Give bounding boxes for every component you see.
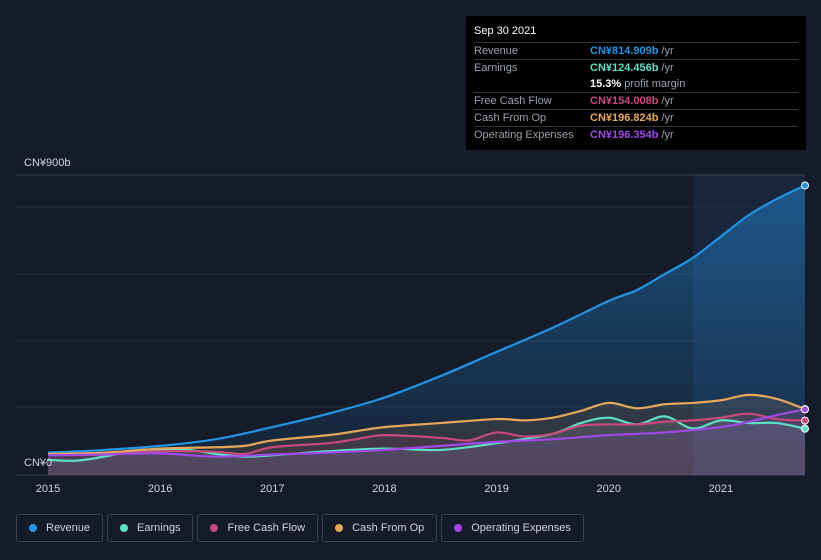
earnings-area	[48, 416, 805, 475]
tooltip-row-value: CN¥196.824b	[590, 112, 659, 124]
x-tick-label: 2016	[148, 483, 172, 495]
x-tick-label: 2018	[372, 483, 396, 495]
tooltip-row-unit: /yr	[661, 129, 674, 141]
series-end-markers	[801, 181, 809, 433]
revenue-end-marker	[801, 181, 809, 190]
y-axis-top-label: CN¥900b	[24, 157, 70, 169]
legend: Revenue Earnings Free Cash Flow Cash From O…	[16, 514, 584, 542]
tooltip-row: Cash From Op CN¥196.824b/yr	[474, 109, 798, 126]
tooltip-row-label: Cash From Op	[474, 112, 547, 124]
tooltip-row-value: 15.3%	[590, 78, 622, 90]
y-axis-zero-label: CN¥0	[24, 457, 52, 469]
tooltip-row-value: CN¥196.354b	[590, 129, 659, 141]
tooltip-row-label: Revenue	[474, 45, 519, 57]
tooltip-row: 15.3% profit margin	[474, 76, 798, 92]
tooltip-rows: Revenue CN¥814.909b/yr Earnings CN¥124.456b…	[474, 42, 798, 143]
earnings-end-marker	[801, 424, 809, 433]
legend-dot-icon	[29, 524, 37, 532]
legend-item-cash-from-op[interactable]: Cash From Op	[322, 514, 438, 542]
x-tick-label: 2019	[484, 483, 508, 495]
revenue-line	[47, 184, 806, 454]
tooltip-row-unit: /yr	[661, 45, 674, 57]
series-areas	[48, 185, 805, 475]
operating-expenses-line	[47, 408, 806, 458]
legend-label: Cash From Op	[352, 522, 425, 534]
x-tick-label: 2017	[260, 483, 284, 495]
tooltip-row-label	[474, 76, 590, 92]
x-axis-ticks: 2015 2016 2017 2018 2019 2020 2021	[36, 483, 733, 495]
tooltip-row-label: Earnings	[474, 62, 518, 74]
legend-dot-icon	[210, 524, 219, 532]
free-cash-flow-area	[48, 413, 805, 475]
operating-expenses-end-marker	[801, 405, 809, 414]
tooltip-row-label: Operating Expenses	[474, 129, 574, 141]
legend-dot-icon	[120, 524, 129, 532]
free-cash-flow-line	[47, 412, 806, 457]
tooltip-row-unit: profit margin	[624, 78, 686, 90]
x-tick-label: 2020	[596, 483, 620, 495]
tooltip-row-value: CN¥814.909b	[590, 45, 659, 57]
tooltip-row: Operating Expenses CN¥196.354b/yr	[474, 126, 798, 143]
legend-item-revenue[interactable]: Revenue	[16, 514, 104, 542]
tooltip-row-unit: /yr	[661, 112, 674, 124]
free-cash-flow-end-marker	[801, 416, 809, 425]
legend-label: Earnings	[137, 522, 181, 534]
tooltip-row-unit: /yr	[661, 95, 674, 107]
legend-label: Revenue	[46, 522, 91, 534]
legend-label: Operating Expenses	[471, 522, 571, 534]
tooltip-row: Earnings CN¥124.456b/yr	[474, 59, 798, 76]
tooltip-row: Free Cash Flow CN¥154.008b/yr	[474, 92, 798, 109]
legend-item-operating-expenses[interactable]: Operating Expenses	[441, 514, 584, 542]
series-lines	[47, 184, 806, 462]
legend-dot-icon	[335, 524, 344, 532]
tooltip-row-label: Free Cash Flow	[474, 95, 552, 107]
x-tick-label: 2021	[709, 483, 733, 495]
tooltip-date: Sep 30 2021	[474, 25, 537, 37]
operating-expenses-area	[48, 409, 805, 475]
tooltip-row-value: CN¥154.008b	[590, 95, 659, 107]
legend-dot-icon	[454, 524, 463, 532]
tooltip-row-unit: /yr	[661, 62, 674, 74]
tooltip-row: Revenue CN¥814.909b/yr	[474, 42, 798, 59]
legend-item-free-cash-flow[interactable]: Free Cash Flow	[197, 514, 319, 542]
cash-from-op-line	[47, 393, 806, 456]
legend-item-earnings[interactable]: Earnings	[107, 514, 194, 542]
tooltip-row-value: CN¥124.456b	[590, 62, 659, 74]
legend-label: Free Cash Flow	[227, 522, 306, 534]
x-tick-label: 2015	[36, 483, 60, 495]
tooltip: Sep 30 2021 Revenue CN¥814.909b/yr Earning…	[466, 16, 806, 150]
